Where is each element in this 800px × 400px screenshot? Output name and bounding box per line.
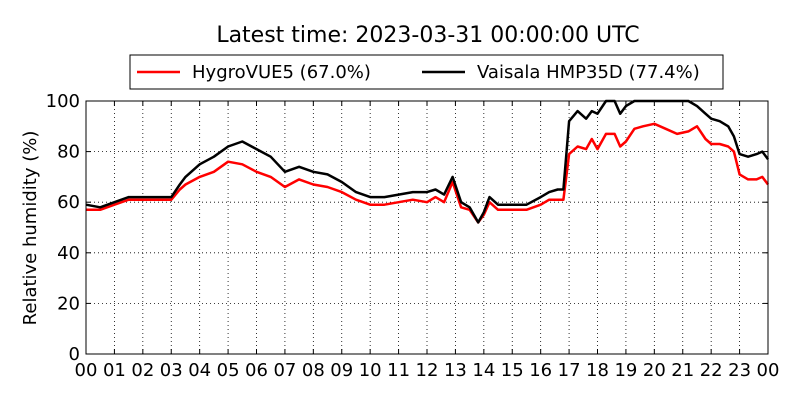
y-tick-label: 0 [69, 344, 80, 365]
x-tick-label: 08 [302, 360, 325, 381]
x-tick-label: 11 [387, 360, 410, 381]
x-tick-label: 20 [643, 360, 666, 381]
grid [86, 101, 768, 354]
axis-ticks [85, 100, 769, 355]
x-tick-label: 19 [614, 360, 637, 381]
chart-legend: HygroVUE5 (67.0%) Vaisala HMP35D (77.4%) [129, 54, 724, 90]
x-tick-label: 21 [671, 360, 694, 381]
x-tick-label: 01 [103, 360, 126, 381]
x-tick-label: 12 [416, 360, 439, 381]
legend-label-hygrovue5: HygroVUE5 (67.0%) [192, 62, 371, 83]
y-tick-label: 20 [57, 293, 80, 314]
y-tick-label: 80 [57, 142, 80, 163]
legend-label-hmp35d: Vaisala HMP35D (77.4%) [477, 62, 700, 83]
chart-title: Latest time: 2023-03-31 00:00:00 UTC [216, 23, 639, 48]
x-tick-label: 10 [359, 360, 382, 381]
x-tick-label: 04 [188, 360, 211, 381]
y-tick-label: 60 [57, 192, 80, 213]
x-tick-label: 09 [330, 360, 353, 381]
y-tick-label: 40 [57, 243, 80, 264]
x-tick-label: 17 [558, 360, 581, 381]
x-tick-label: 00 [757, 360, 780, 381]
x-tick-label: 13 [444, 360, 467, 381]
x-tick-label: 00 [75, 360, 98, 381]
x-tick-label: 07 [273, 360, 296, 381]
x-tick-label: 16 [529, 360, 552, 381]
y-tick-label: 100 [46, 91, 80, 112]
x-tick-label: 06 [245, 360, 268, 381]
x-tick-label: 15 [501, 360, 524, 381]
x-tick-label: 03 [160, 360, 183, 381]
x-tick-label: 22 [700, 360, 723, 381]
x-tick-label: 05 [217, 360, 240, 381]
x-tick-label: 02 [131, 360, 154, 381]
series-line-hygrovue5 [86, 122, 769, 224]
y-axis-label: Relative humidity (%) [20, 131, 41, 326]
x-tick-labels: 00 01 02 03 04 05 06 07 08 09 10 11 12 13 14 15 16 17 18 19… [75, 360, 780, 381]
plot-frame [85, 100, 769, 355]
x-tick-label: 23 [728, 360, 751, 381]
y-tick-labels: 0 20 40 60 80 100 [46, 91, 80, 365]
x-tick-label: 14 [472, 360, 495, 381]
x-tick-label: 18 [586, 360, 609, 381]
